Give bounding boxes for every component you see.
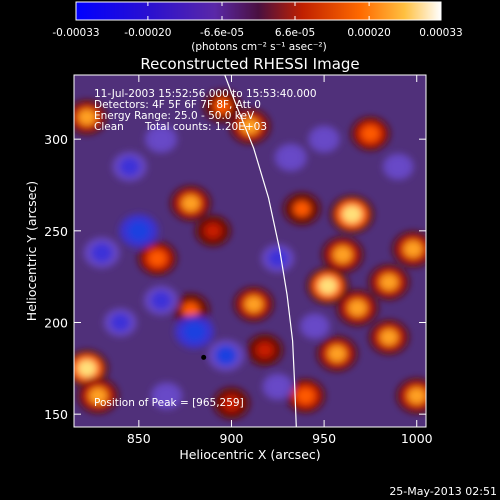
blob-26 xyxy=(174,314,215,349)
blob-19 xyxy=(74,99,108,135)
blob-2 xyxy=(306,267,350,305)
colorbar-ticks: -0.00033 -0.00020 -6.6e-05 6.6e-05 0.00020 0.… xyxy=(52,2,463,39)
colorbar xyxy=(76,2,441,20)
annotation-energy: Energy Range: 25.0 - 50.0 keV xyxy=(94,110,255,122)
blob-33 xyxy=(308,125,340,153)
colorbar-tick-label-2: -6.6e-05 xyxy=(200,27,244,39)
blob-29 xyxy=(103,308,137,337)
colorbar-tick-label-3: 6.6e-05 xyxy=(275,27,315,39)
x-tick-label-0: 850 xyxy=(127,431,151,446)
x-tick-label-1: 900 xyxy=(220,431,244,446)
blob-34 xyxy=(274,143,308,172)
blob-35 xyxy=(382,153,414,180)
colorbar-tick-label-1: -0.00020 xyxy=(124,27,171,39)
blob-15 xyxy=(137,241,178,276)
blob-13 xyxy=(170,185,212,222)
blob-4 xyxy=(368,264,410,301)
colorbar-tick-label-5: 0.00033 xyxy=(419,27,462,39)
y-tick-label-3: 300 xyxy=(44,132,68,147)
blob-24 xyxy=(119,214,159,248)
blob-0 xyxy=(329,194,375,234)
blob-18 xyxy=(246,333,284,367)
colorbar-tick-label-4: 0.00020 xyxy=(347,27,390,39)
y-tick-label-1: 200 xyxy=(44,316,68,331)
colorbar-units-label: (photons cm⁻² s⁻¹ asec⁻²) xyxy=(191,41,326,53)
blob-30 xyxy=(112,151,147,182)
blob-21 xyxy=(77,377,119,414)
blob-27 xyxy=(207,339,245,372)
annotation-clean: Clean xyxy=(94,121,124,133)
blob-20 xyxy=(74,349,109,387)
x-tick-label-3: 1000 xyxy=(401,431,433,446)
blob-22 xyxy=(212,386,251,420)
blob-1 xyxy=(321,236,364,273)
blob-31 xyxy=(144,125,178,154)
blob-3 xyxy=(336,289,379,327)
blob-9 xyxy=(396,377,426,414)
blob-37 xyxy=(262,373,294,400)
annotation-time: 11-Jul-2003 15:52:56.000 to 15:53:40.000 xyxy=(94,88,317,100)
x-tick-label-2: 950 xyxy=(312,431,336,446)
y-axis-ticks: 150 200 250 300 xyxy=(44,132,426,422)
y-tick-label-0: 150 xyxy=(44,407,68,422)
blob-12 xyxy=(203,89,242,123)
blob-32 xyxy=(261,244,295,273)
blob-5 xyxy=(391,230,426,268)
chart-title: Reconstructed RHESSI Image xyxy=(140,55,359,73)
colorbar-tick-label-0: -0.00033 xyxy=(52,27,99,39)
image-blobs xyxy=(74,89,426,420)
marker-point xyxy=(201,354,207,360)
annotation-total-counts: Total counts: 1.20E+03 xyxy=(144,121,267,133)
colorbar-frame xyxy=(75,1,442,21)
x-axis-ticks: 850 900 950 1000 xyxy=(127,75,433,446)
blob-17 xyxy=(233,286,274,322)
x-axis-label: Heliocentric X (arcsec) xyxy=(179,447,320,462)
peak-position-label: Position of Peak = [965,259] xyxy=(94,397,244,409)
blob-10 xyxy=(350,116,391,151)
blob-36 xyxy=(150,382,183,410)
y-axis-label: Heliocentric Y (arcsec) xyxy=(24,181,39,321)
blob-25 xyxy=(83,237,120,269)
footer-timestamp: 25-May-2013 02:51 xyxy=(389,485,497,498)
blob-14 xyxy=(194,214,232,247)
blob-8 xyxy=(285,378,326,414)
y-tick-label-2: 250 xyxy=(44,224,68,239)
solar-limb-curve xyxy=(224,75,297,427)
blob-38 xyxy=(299,313,330,340)
blob-6 xyxy=(316,335,358,372)
annotation-detectors: Detectors: 4F 5F 6F 7F 8F, Att 0 xyxy=(94,99,261,111)
blob-23 xyxy=(282,192,321,226)
plot-frame xyxy=(73,74,427,428)
blob-7 xyxy=(368,319,410,355)
blob-28 xyxy=(143,285,179,316)
